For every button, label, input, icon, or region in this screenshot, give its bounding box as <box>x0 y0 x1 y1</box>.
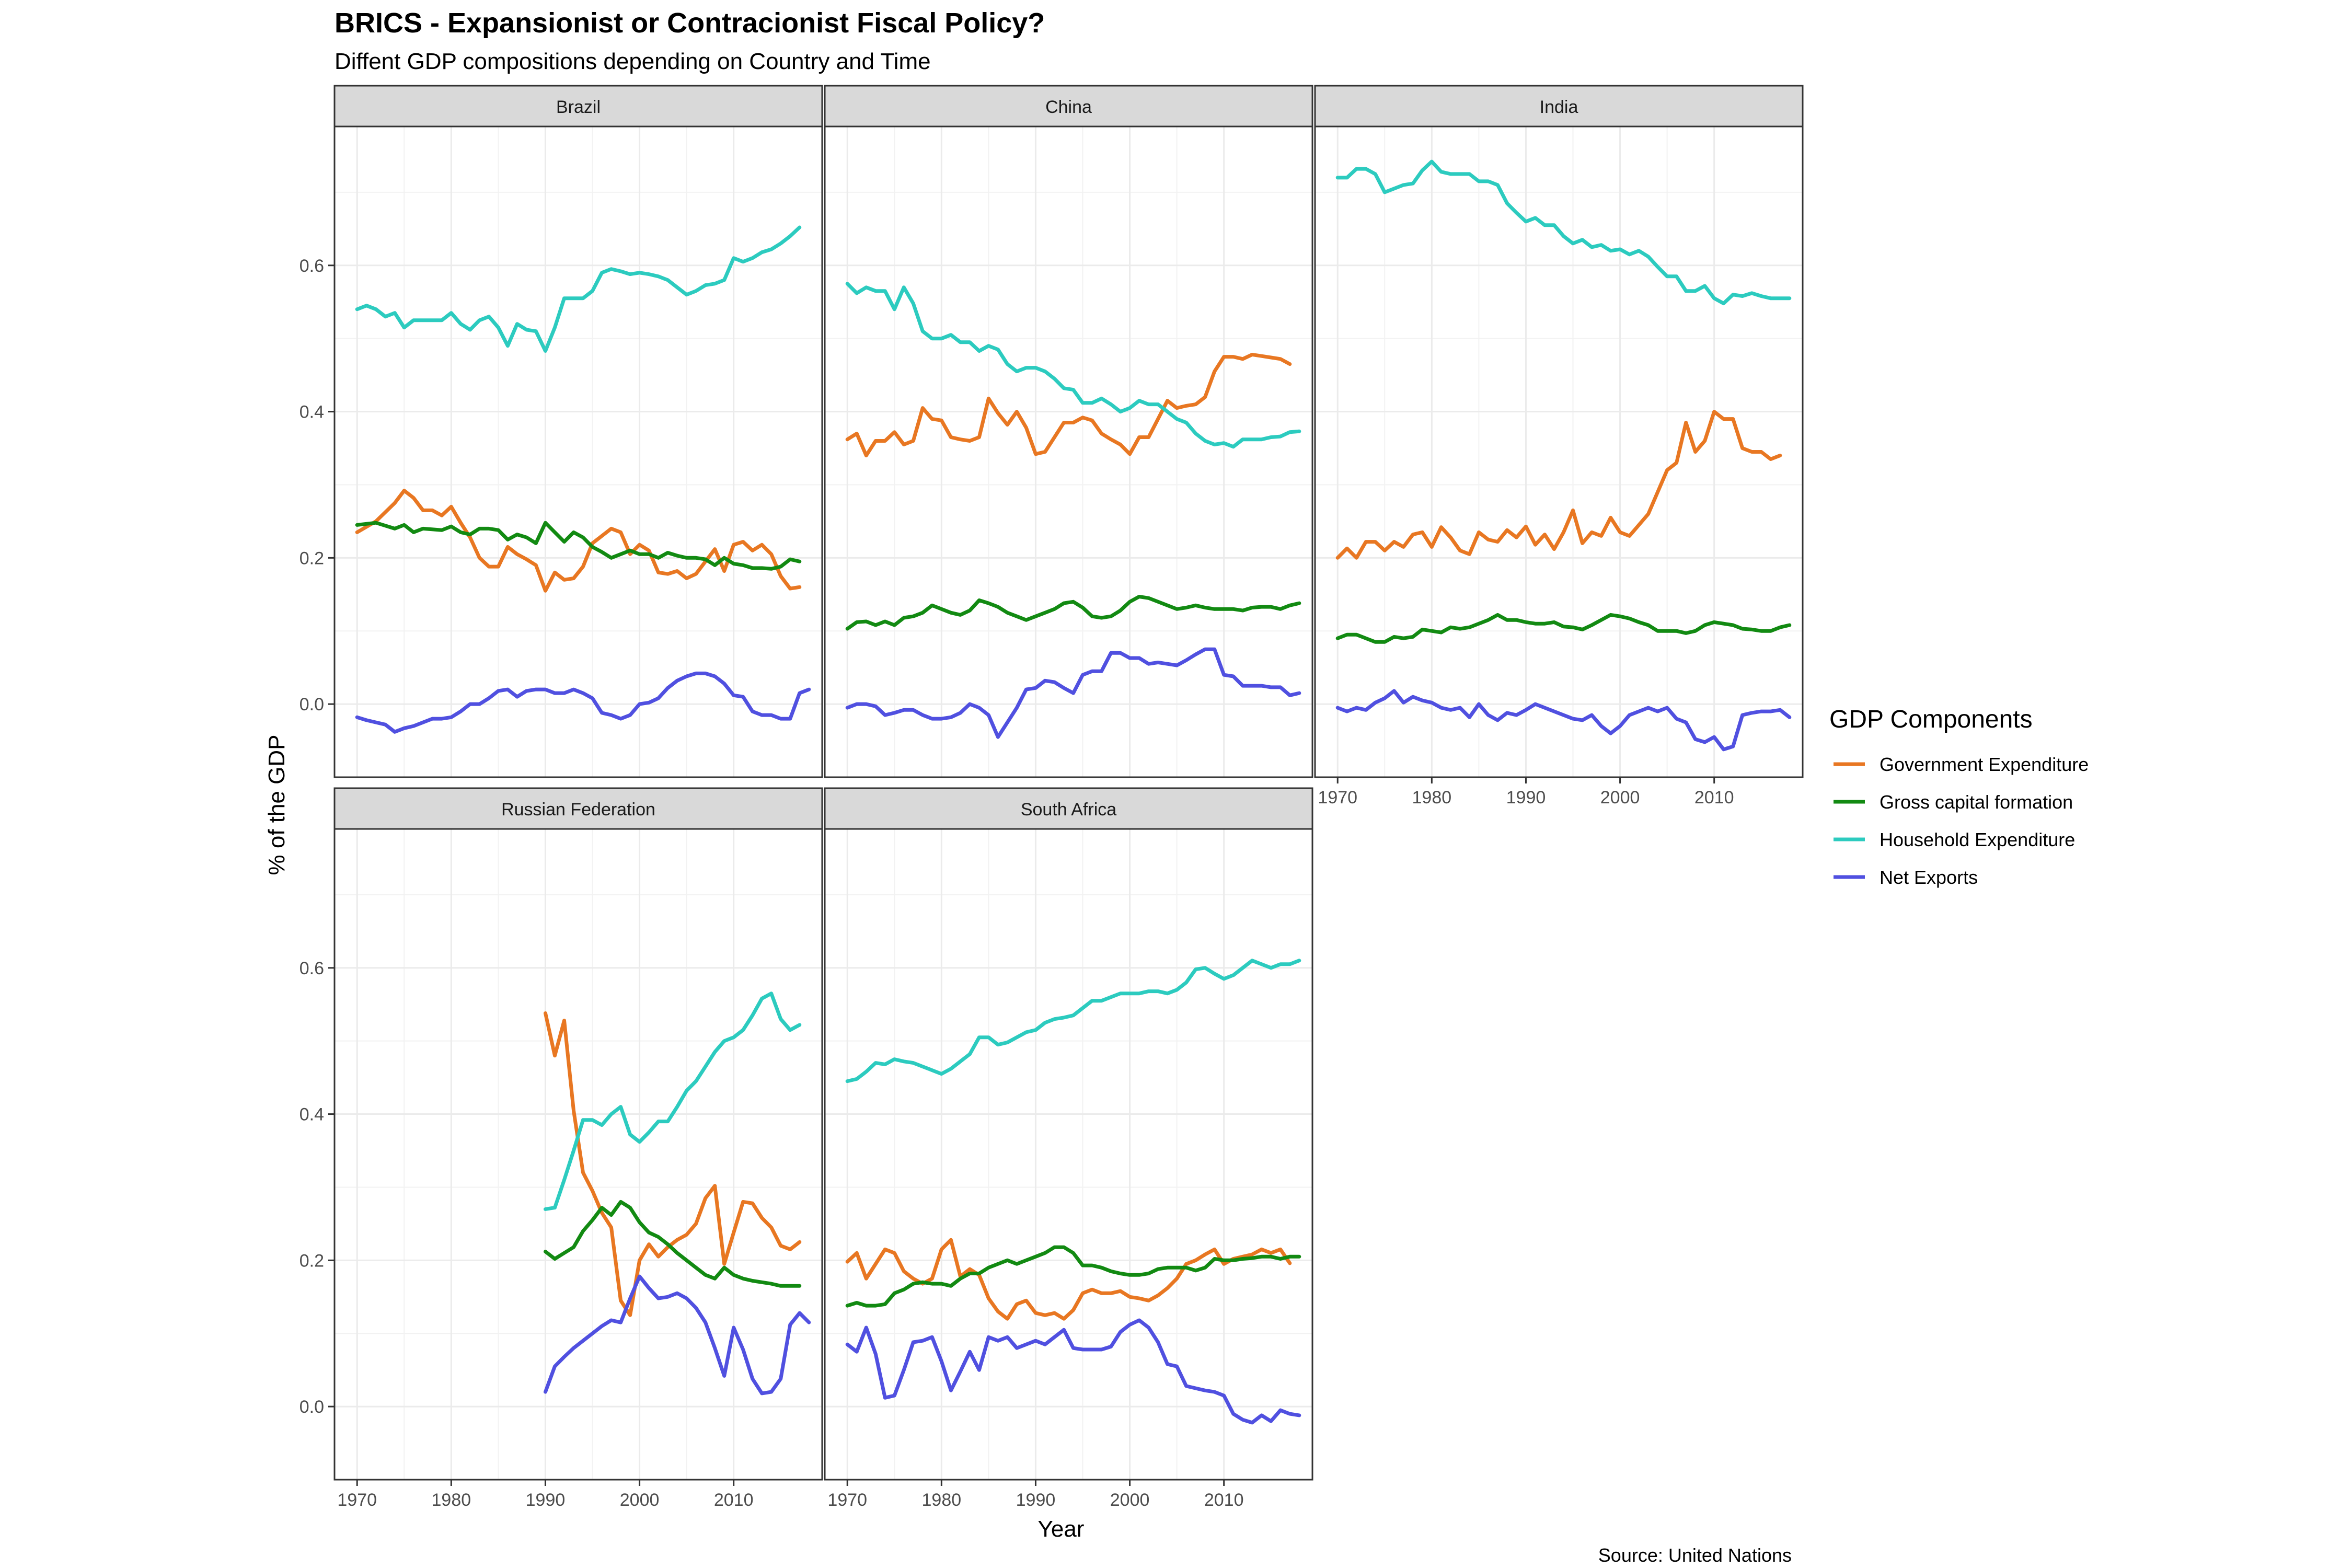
facet-label: South Africa <box>1021 800 1116 820</box>
facet-panels: Brazil 0.0 0.2 0.4 0.6 China India 1970 1980 1990… <box>299 85 1804 1510</box>
facet-strip <box>1314 85 1804 128</box>
x-tick-label: 1980 <box>922 1490 962 1510</box>
y-tick-label: 0.6 <box>299 256 324 276</box>
x-tick-label: 1980 <box>432 1490 471 1510</box>
panel-background <box>1315 126 1803 777</box>
y-tick-label: 0.4 <box>299 1105 324 1125</box>
legend-label: Gross capital formation <box>1880 791 2073 813</box>
chart-caption: Source: United Nations <box>1598 1544 1792 1566</box>
x-tick-label: 2010 <box>714 1490 754 1510</box>
x-tick-label: 1980 <box>1412 788 1452 808</box>
facet-label: India <box>1540 97 1578 117</box>
x-tick-label: 1990 <box>526 1490 566 1510</box>
panel-background <box>335 829 822 1480</box>
x-tick-label: 2000 <box>1600 788 1640 808</box>
facet-strip <box>824 787 1313 830</box>
facet-label: Brazil <box>556 97 601 117</box>
panel-south-africa: South Africa 1970 1980 1990 2000 2010 <box>824 787 1313 1510</box>
series-line-net-exports <box>355 671 811 734</box>
facet-strip <box>824 85 1313 128</box>
y-tick-label: 0.0 <box>299 1397 324 1417</box>
panel-background <box>825 126 1312 777</box>
x-tick-label: 1990 <box>1506 788 1546 808</box>
legend-title: GDP Components <box>1829 706 2033 733</box>
legend-item-government-expenditure: Government Expenditure <box>1834 754 2089 775</box>
facet-label: Russian Federation <box>501 800 655 820</box>
x-tick-label: 2010 <box>1204 1490 1244 1510</box>
series-line-government-expenditure <box>845 352 1292 457</box>
series-line-gross-capital-formation <box>845 595 1301 631</box>
x-tick-label: 1970 <box>827 1490 867 1510</box>
legend-label: Net Exports <box>1880 867 1978 888</box>
series-line-net-exports <box>845 647 1301 739</box>
y-axis-title: % of the GDP <box>264 734 290 875</box>
x-tick-label: 1970 <box>1318 788 1357 808</box>
series-line-gross-capital-formation <box>1335 613 1792 644</box>
series-line-government-expenditure <box>355 489 802 593</box>
panel-russian-federation: Russian Federation 0.0 0.2 0.4 0.6 1970 1980 19… <box>299 787 823 1510</box>
series-line-household-expenditure <box>845 959 1301 1083</box>
series-line-household-expenditure <box>544 991 802 1211</box>
facet-label: China <box>1045 97 1092 117</box>
y-tick-label: 0.0 <box>299 695 324 714</box>
panel-border <box>333 828 823 1481</box>
series-line-net-exports <box>1335 689 1792 752</box>
panel-border <box>824 828 1313 1481</box>
series-line-gross-capital-formation <box>845 1245 1301 1308</box>
x-tick-label: 1970 <box>337 1490 377 1510</box>
x-tick-label: 2000 <box>1110 1490 1150 1510</box>
series-line-government-expenditure <box>544 1011 802 1317</box>
legend-label: Government Expenditure <box>1880 754 2089 775</box>
series-line-net-exports <box>544 1274 811 1396</box>
legend-item-gross-capital-formation: Gross capital formation <box>1834 791 2073 813</box>
panel-china: China <box>824 85 1313 778</box>
legend-item-net-exports: Net Exports <box>1834 867 1978 888</box>
chart-title: BRICS - Expansionist or Contracionist Fi… <box>335 7 1045 39</box>
x-tick-label: 2010 <box>1694 788 1734 808</box>
panel-background <box>335 126 822 777</box>
x-tick-label: 1990 <box>1016 1490 1056 1510</box>
series-line-net-exports <box>845 1318 1301 1425</box>
x-axis-title: Year <box>1038 1516 1085 1542</box>
legend-label: Household Expenditure <box>1880 829 2075 850</box>
series-line-household-expenditure <box>1335 159 1792 305</box>
x-tick-label: 2000 <box>620 1490 660 1510</box>
series-line-gross-capital-formation <box>355 521 802 571</box>
y-tick-label: 0.6 <box>299 959 324 978</box>
legend-item-household-expenditure: Household Expenditure <box>1834 829 2075 850</box>
legend: GDP Components Government Expenditure Gro… <box>1829 706 2089 888</box>
panel-india: India 1970 1980 1990 2000 2010 <box>1314 85 1804 808</box>
y-tick-label: 0.4 <box>299 402 324 422</box>
y-tick-label: 0.2 <box>299 548 324 568</box>
panel-border <box>1314 125 1804 778</box>
panel-background <box>825 829 1312 1480</box>
panel-border <box>824 125 1313 778</box>
series-line-household-expenditure <box>845 282 1301 449</box>
series-line-household-expenditure <box>355 225 802 353</box>
facet-strip <box>333 787 823 830</box>
facet-strip <box>333 85 823 128</box>
panel-border <box>333 125 823 778</box>
chart-subtitle: Diffent GDP compositions depending on Co… <box>335 49 931 74</box>
series-line-gross-capital-formation <box>544 1200 802 1288</box>
panel-brazil: Brazil 0.0 0.2 0.4 0.6 <box>299 85 823 778</box>
series-line-government-expenditure <box>1335 410 1782 560</box>
y-tick-label: 0.2 <box>299 1251 324 1271</box>
